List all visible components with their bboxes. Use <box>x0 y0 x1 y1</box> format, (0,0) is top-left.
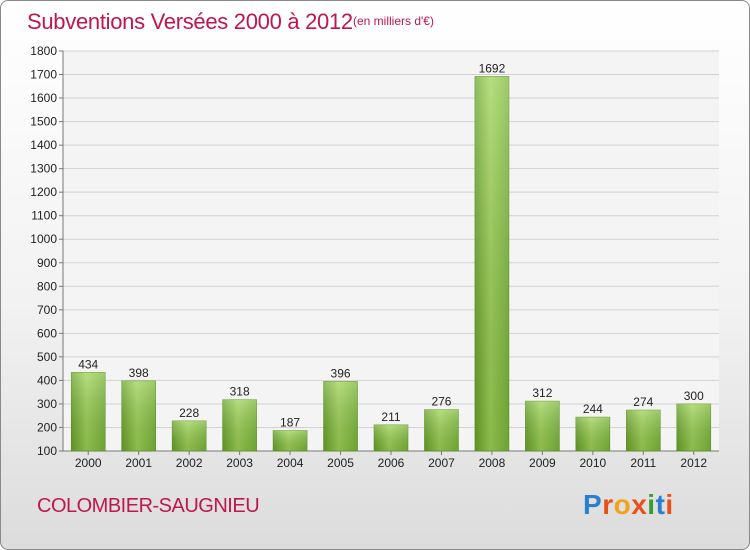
bar-shade <box>575 417 610 451</box>
logo-letter: i <box>665 489 674 520</box>
bar-value-label: 244 <box>583 402 603 416</box>
y-tick-label: 1400 <box>30 138 57 152</box>
x-tick-label: 2009 <box>529 456 556 470</box>
x-tick-label: 2006 <box>378 456 405 470</box>
bar-value-label: 228 <box>179 406 199 420</box>
bar-value-label: 300 <box>684 389 704 403</box>
x-tick-label: 2008 <box>479 456 506 470</box>
bars <box>70 76 712 452</box>
bar-value-label: 312 <box>532 386 552 400</box>
bar-shade <box>525 401 560 451</box>
bar-shade <box>323 381 358 451</box>
bar-value-label: 187 <box>280 416 300 430</box>
y-tick-label: 300 <box>37 397 57 411</box>
y-tick-label: 1800 <box>30 44 57 58</box>
y-tick-label: 200 <box>37 420 57 434</box>
logo-letter: t <box>655 489 666 520</box>
x-tick-label: 2002 <box>176 456 203 470</box>
y-tick-label: 1500 <box>30 115 57 129</box>
x-tick-label: 2001 <box>125 456 152 470</box>
y-tick-label: 1000 <box>30 232 57 246</box>
bar-shade <box>172 420 207 451</box>
bar-shade <box>374 424 408 451</box>
logo-letter: x <box>631 489 648 520</box>
bar-shade <box>626 410 661 451</box>
bar-value-label: 211 <box>381 410 400 424</box>
bar-value-label: 434 <box>78 357 98 371</box>
bar-value-label: 274 <box>633 395 653 409</box>
bar-shade <box>273 430 308 451</box>
bar-shade <box>121 380 156 451</box>
y-tick-label: 500 <box>37 350 57 364</box>
logo-letter: i <box>647 489 656 520</box>
x-tick-label: 2010 <box>579 456 606 470</box>
y-tick-label: 400 <box>37 373 57 387</box>
grid-lines <box>63 50 719 452</box>
bar-value-label: 318 <box>230 385 250 399</box>
x-tick-label: 2011 <box>630 456 656 470</box>
y-tick-label: 700 <box>37 303 57 317</box>
commune-name: COLOMBIER-SAUGNIEU <box>37 495 260 517</box>
y-tick-label: 1200 <box>30 185 57 199</box>
bar-value-label: 396 <box>331 366 351 380</box>
y-tick-label: 1300 <box>30 162 57 176</box>
bar-shade <box>474 76 509 451</box>
proxiti-logo[interactable]: Proxiti <box>583 489 674 521</box>
y-tick-label: 1100 <box>31 209 57 223</box>
chart-title: Subventions Versées 2000 à 2012 <box>27 9 353 34</box>
x-tick-label: 2000 <box>75 456 102 470</box>
bar-shade <box>71 372 106 451</box>
x-tick-label: 2005 <box>327 456 354 470</box>
bar-shade <box>424 409 459 451</box>
chart-unit-note: (en milliers d'€) <box>353 14 434 28</box>
bar-value-label: 398 <box>129 366 149 380</box>
y-tick-label: 900 <box>37 256 57 270</box>
y-tick-label: 800 <box>37 279 57 293</box>
bar-shade <box>676 403 711 451</box>
y-tick-label: 1700 <box>30 68 57 82</box>
bar-value-label: 1692 <box>479 61 506 75</box>
y-tick-label: 1600 <box>30 91 57 105</box>
y-tick-label: 600 <box>37 326 57 340</box>
x-tick-label: 2007 <box>428 456 455 470</box>
logo-letter: o <box>613 489 632 520</box>
bar-value-label: 276 <box>431 395 451 409</box>
x-tick-label: 2004 <box>277 456 304 470</box>
bar-shade <box>222 399 257 451</box>
y-tick-label: 100 <box>37 444 57 458</box>
x-tick-label: 2003 <box>226 456 253 470</box>
x-tick-label: 2012 <box>680 456 707 470</box>
labels: 100 200 300 400 500 600 700 800 900 1000 1100 1200 1… <box>30 44 707 470</box>
logo-letter: r <box>602 489 614 520</box>
plot-area <box>63 51 719 451</box>
logo-letter: P <box>583 489 603 520</box>
